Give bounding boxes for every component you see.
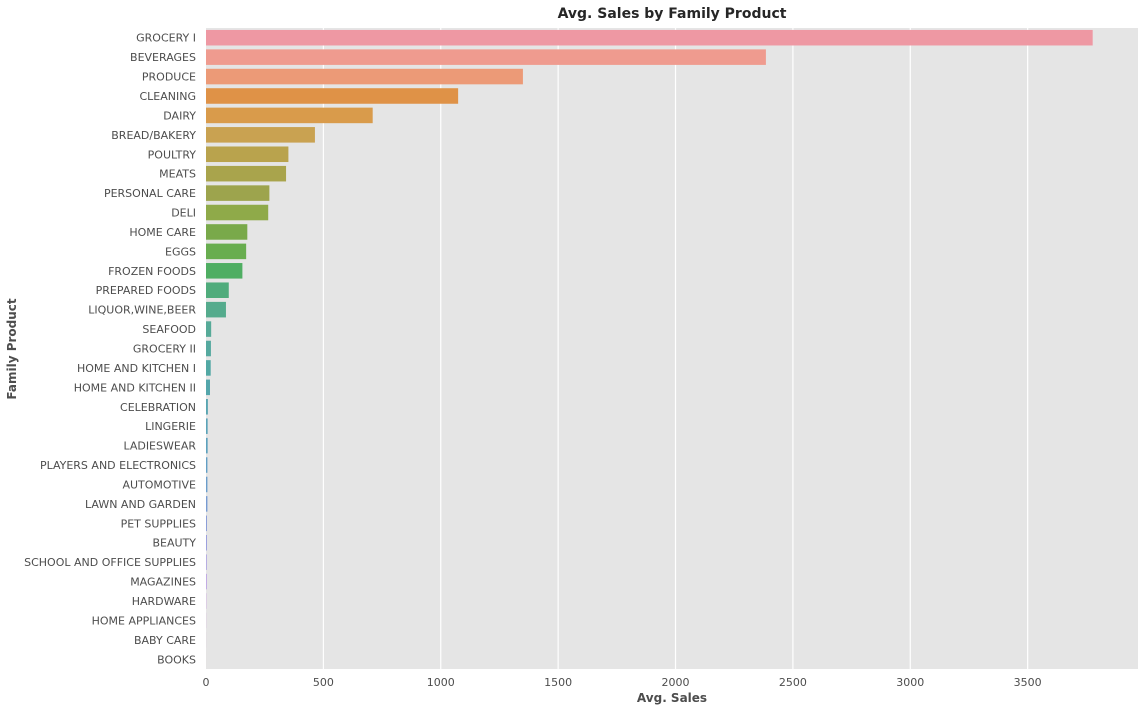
y-tick-label: LAWN AND GARDEN [85, 498, 196, 511]
x-tick-label: 2000 [662, 676, 690, 689]
y-tick-label: HOME APPLIANCES [92, 614, 196, 627]
bar [206, 49, 766, 65]
y-axis-label: Family Product [5, 298, 19, 400]
bar [206, 263, 243, 279]
y-tick-label: AUTOMOTIVE [122, 478, 196, 491]
bar [206, 496, 208, 512]
y-tick-label: PRODUCE [142, 71, 196, 84]
y-tick-label: DELI [171, 207, 196, 220]
y-tick-label: EGGS [165, 245, 196, 258]
bar [206, 185, 270, 201]
bar [206, 165, 287, 182]
bar [206, 146, 289, 163]
x-tick-label: 500 [313, 676, 334, 689]
y-tick-label: FROZEN FOODS [108, 265, 196, 278]
bar [206, 282, 229, 298]
bar [206, 379, 210, 396]
y-tick-label: LADIESWEAR [123, 440, 196, 453]
y-tick-label: SEAFOOD [142, 323, 196, 336]
bar [206, 515, 207, 532]
bar [206, 224, 248, 240]
bar [206, 204, 269, 221]
bar [206, 68, 523, 85]
bar [206, 29, 1093, 46]
y-tick-label: BREAD/BAKERY [111, 129, 196, 142]
y-tick-label: PREPARED FOODS [96, 284, 196, 297]
y-tick-label: BOOKS [157, 653, 196, 666]
y-tick-label: LINGERIE [145, 420, 196, 433]
y-tick-label: BEAUTY [152, 537, 196, 550]
y-tick-label: MEATS [159, 168, 196, 181]
x-tick-label: 1000 [427, 676, 455, 689]
bar [206, 127, 315, 143]
bar [206, 476, 208, 493]
y-tick-label: DAIRY [163, 109, 196, 122]
y-tick-label: HOME AND KITCHEN II [74, 381, 196, 394]
y-tick-label: CELEBRATION [120, 401, 196, 414]
plot-area [206, 28, 1138, 669]
x-tick-label: 1500 [544, 676, 572, 689]
y-tick-label: PET SUPPLIES [121, 517, 196, 530]
bar [206, 437, 208, 454]
y-tick-label: GROCERY I [136, 32, 196, 45]
y-tick-label: BEVERAGES [130, 51, 196, 64]
y-tick-label: GROCERY II [133, 343, 196, 356]
y-tick-label: HOME AND KITCHEN I [77, 362, 196, 375]
bar [206, 360, 211, 376]
x-tick-label: 3000 [896, 676, 924, 689]
bar [206, 321, 212, 337]
y-tick-label: BABY CARE [134, 634, 196, 647]
bar [206, 301, 226, 318]
y-tick-label: POULTRY [148, 148, 197, 161]
bar [206, 418, 208, 434]
bar [206, 88, 459, 104]
y-tick-label: MAGAZINES [130, 576, 196, 589]
y-tick-label: CLEANING [139, 90, 196, 103]
y-tick-label: PLAYERS AND ELECTRONICS [40, 459, 196, 472]
y-tick-label: HARDWARE [132, 595, 196, 608]
bar [206, 573, 207, 590]
bar [206, 554, 207, 570]
bar [206, 534, 207, 551]
y-tick-label: LIQUOR,WINE,BEER [88, 304, 196, 317]
x-tick-label: 0 [203, 676, 210, 689]
y-tick-label: PERSONAL CARE [104, 187, 196, 200]
y-tick-label: SCHOOL AND OFFICE SUPPLIES [24, 556, 196, 569]
bar [206, 243, 247, 260]
bar [206, 340, 211, 357]
bar [206, 107, 373, 124]
bar [206, 399, 208, 415]
bar [206, 457, 208, 473]
y-tick-label: HOME CARE [129, 226, 196, 239]
x-axis-label: Avg. Sales [637, 691, 707, 705]
chart-title: Avg. Sales by Family Product [558, 6, 787, 22]
x-tick-label: 3500 [1014, 676, 1042, 689]
x-tick-label: 2500 [779, 676, 807, 689]
